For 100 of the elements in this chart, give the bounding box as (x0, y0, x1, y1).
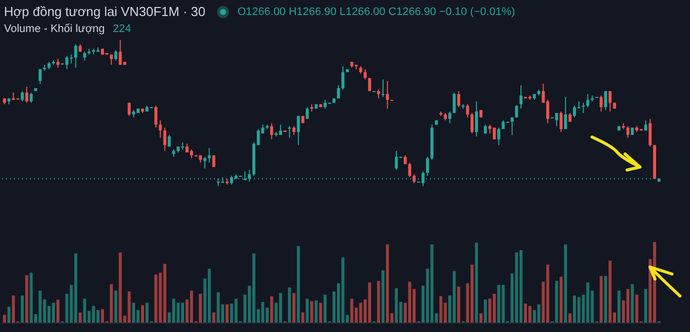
bar (457, 286, 460, 323)
candlestick (306, 106, 309, 120)
bar (296, 246, 300, 323)
bar (56, 300, 60, 323)
candlestick (470, 112, 474, 134)
candlestick (270, 122, 274, 140)
bar (292, 293, 296, 323)
bar (546, 264, 550, 323)
bar (644, 288, 648, 323)
candlestick (20, 90, 24, 102)
candlestick (448, 111, 452, 124)
candlestick (608, 90, 612, 112)
candlestick (70, 54, 73, 64)
candlestick (564, 96, 568, 130)
candlestick (163, 127, 166, 152)
candlestick (114, 50, 118, 61)
bar (25, 275, 28, 323)
text: Volume - Khối lượng (4, 23, 105, 35)
candlestick (582, 102, 585, 114)
bar (198, 294, 202, 323)
candlestick (586, 94, 590, 108)
bar (564, 244, 568, 323)
bar (110, 284, 113, 323)
bar (74, 253, 78, 323)
chart-subtitle: O1266.00 H1266.90 L1266.00 C1266.90 −0.10 (−0.01%) (237, 6, 516, 18)
bar (3, 314, 6, 323)
bar (212, 312, 216, 323)
bar (324, 294, 327, 323)
bar (83, 298, 86, 323)
bar (314, 300, 318, 323)
bar (226, 304, 229, 323)
candlestick (364, 68, 367, 80)
candlestick (341, 66, 344, 90)
bar (537, 304, 540, 323)
bar (568, 313, 572, 323)
candlestick (648, 118, 652, 148)
candlestick (110, 54, 113, 66)
candlestick (457, 90, 460, 108)
bar (502, 284, 505, 323)
bar (560, 276, 563, 323)
bar (141, 305, 144, 323)
candlestick (520, 84, 523, 110)
bar (132, 302, 136, 323)
bar (208, 268, 211, 323)
candlestick (154, 105, 158, 128)
candlestick (497, 127, 500, 146)
text: 224 (112, 23, 132, 35)
bar (497, 284, 500, 323)
bar (604, 276, 608, 323)
candlestick (288, 126, 291, 138)
bar (474, 242, 478, 323)
candlestick (474, 100, 478, 137)
bar (310, 301, 314, 323)
candlestick (296, 115, 300, 146)
bar (630, 284, 634, 323)
bar (172, 298, 176, 323)
candlestick (38, 68, 42, 84)
candlestick (74, 44, 78, 68)
candlestick (208, 148, 211, 164)
candlestick (408, 162, 412, 178)
candlestick (30, 92, 33, 104)
candlestick (510, 116, 514, 136)
bar (52, 302, 55, 323)
bar (319, 302, 322, 323)
bar (288, 287, 291, 323)
bar (30, 272, 33, 323)
bar (261, 302, 264, 323)
candlestick (626, 126, 630, 138)
bar (216, 292, 220, 323)
bar (528, 306, 532, 323)
candlestick (492, 127, 496, 140)
chart-title: Hợp đồng tương lai VN30F1M · 30 (4, 4, 206, 19)
bar (78, 312, 82, 323)
candlestick (560, 111, 563, 132)
bar (600, 276, 603, 323)
candlestick (452, 92, 456, 114)
candlestick (600, 94, 603, 112)
candlestick (381, 78, 384, 98)
bar (306, 298, 309, 323)
bar (163, 264, 166, 323)
bar (617, 290, 620, 323)
candlestick (466, 104, 470, 118)
bar (20, 295, 24, 323)
bar (7, 306, 10, 323)
bar (359, 302, 362, 323)
bar (118, 252, 122, 323)
candlestick (426, 156, 430, 176)
bar (270, 296, 274, 323)
bar (479, 313, 482, 323)
bar (377, 280, 380, 323)
candlestick (128, 102, 131, 116)
candlestick (118, 40, 122, 66)
candlestick (604, 90, 608, 111)
bar (626, 288, 630, 323)
bar (635, 294, 638, 323)
candlestick (515, 105, 518, 118)
candlestick (386, 80, 389, 110)
bar (492, 294, 496, 323)
bar (484, 300, 487, 323)
bar (114, 290, 118, 323)
